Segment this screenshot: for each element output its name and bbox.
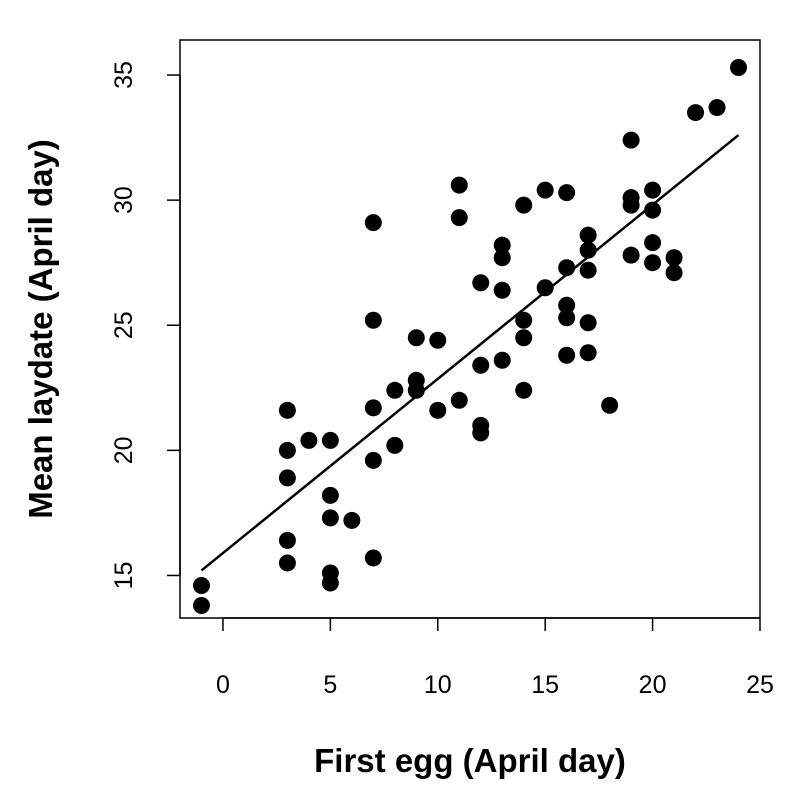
data-point [192,576,210,594]
data-point [558,309,576,327]
data-point [386,381,404,399]
data-point [665,249,683,267]
data-point [278,554,296,572]
data-point [558,296,576,314]
data-point [665,264,683,282]
data-point [450,176,468,194]
data-point [321,431,339,449]
data-point [579,241,597,259]
data-point [493,249,511,267]
data-point [579,226,597,244]
data-point [515,329,533,347]
data-point [708,99,726,117]
data-point [536,181,554,199]
data-point [644,201,662,219]
data-point [558,346,576,364]
data-point [450,209,468,227]
data-point [493,281,511,299]
y-tick-label: 20 [110,436,138,464]
x-tick-label: 25 [746,671,774,699]
data-point [687,104,705,122]
data-point [644,254,662,272]
x-axis-title: First egg (April day) [314,742,626,779]
data-point [472,424,490,442]
data-point [579,314,597,332]
y-tick-label: 15 [110,562,138,590]
data-point [622,131,640,149]
data-point [407,329,425,347]
x-tick-label: 0 [216,671,230,699]
data-point [644,181,662,199]
data-point [364,214,382,232]
x-tick-label: 5 [323,671,337,699]
data-point [192,596,210,614]
data-point [321,574,339,592]
data-point [278,469,296,487]
data-point [515,381,533,399]
data-point [579,344,597,362]
data-point [601,396,619,414]
data-point [429,401,447,419]
data-point [493,351,511,369]
data-point [364,451,382,469]
data-point [364,549,382,567]
plot-frame [179,39,761,619]
data-point [321,509,339,527]
points-layer [192,59,748,614]
data-point [278,441,296,459]
data-point [364,311,382,329]
data-point [622,196,640,214]
data-point [450,391,468,409]
data-point [515,311,533,329]
data-point [429,331,447,349]
data-point [493,236,511,254]
data-point [300,431,318,449]
data-point [536,279,554,297]
data-point [644,234,662,252]
data-point [472,274,490,292]
data-point [364,399,382,417]
regression-line [200,134,740,572]
y-axis: 15 20 25 30 35 [110,61,181,590]
data-point [730,59,748,77]
x-tick-label: 10 [424,671,452,699]
data-point [622,246,640,264]
x-tick-label: 20 [639,671,667,699]
data-point [386,436,404,454]
data-point [407,381,425,399]
regression-layer [200,134,740,572]
data-point [321,486,339,504]
y-tick-label: 30 [110,186,138,214]
y-tick-label: 25 [110,311,138,339]
y-tick-label: 35 [110,61,138,89]
data-point [278,531,296,549]
data-point [343,511,361,529]
x-tick-label: 15 [531,671,559,699]
data-point [515,196,533,214]
data-point [558,259,576,277]
y-axis-title: Mean laydate (April day) [22,139,59,519]
data-point [558,184,576,202]
data-point [472,356,490,374]
data-point [579,261,597,279]
x-axis: 0 5 10 15 20 25 [216,617,774,699]
data-point [278,401,296,419]
